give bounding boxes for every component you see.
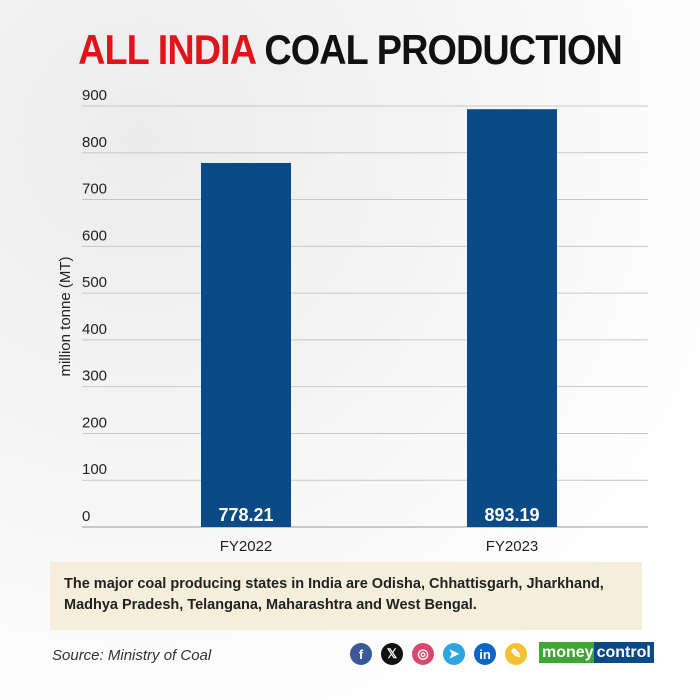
source: Source: Ministry of Coal [52,647,212,664]
linkedin-icon[interactable]: in [474,643,496,665]
moneycontrol-logo: money control [539,642,654,663]
y-tick-label: 300 [82,368,107,385]
title-highlight: ALL INDIA [78,26,256,73]
data-label: 778.21 [218,505,273,525]
y-tick-label: 400 [82,321,107,338]
y-tick-label: 100 [82,461,107,478]
instagram-icon[interactable]: ◎ [412,643,434,665]
logo-part2: control [593,642,654,663]
x-tick-label: FY2023 [486,538,539,555]
data-label: 893.19 [484,505,539,525]
chart-title: ALL INDIA COAL PRODUCTION [35,26,665,74]
bar-chart: 0 100 200 300 400 500 600 700 800 900 million tonn… [57,87,648,555]
y-tick-label: 0 [82,508,90,525]
facebook-icon[interactable]: f [350,643,372,665]
bar-fy2023 [467,109,557,527]
logo-part1: money [539,642,597,663]
x-tick-label: FY2022 [220,538,273,555]
y-tick-label: 700 [82,181,107,198]
social-links: f 𝕏 ◎ ➤ in ✎ [350,643,527,665]
y-axis-label: million tonne (MT) [57,256,74,376]
y-tick-label: 200 [82,414,107,431]
y-tick-label: 600 [82,227,107,244]
y-tick-label: 900 [82,87,107,104]
y-tick-label: 500 [82,274,107,291]
footnote: The major coal producing states in India… [50,562,642,630]
bar-fy2022 [201,162,291,528]
koo-icon[interactable]: ✎ [505,643,527,665]
telegram-icon[interactable]: ➤ [443,643,465,665]
title-rest: COAL PRODUCTION [264,26,622,73]
y-tick-label: 800 [82,134,107,151]
x-icon[interactable]: 𝕏 [381,643,403,665]
